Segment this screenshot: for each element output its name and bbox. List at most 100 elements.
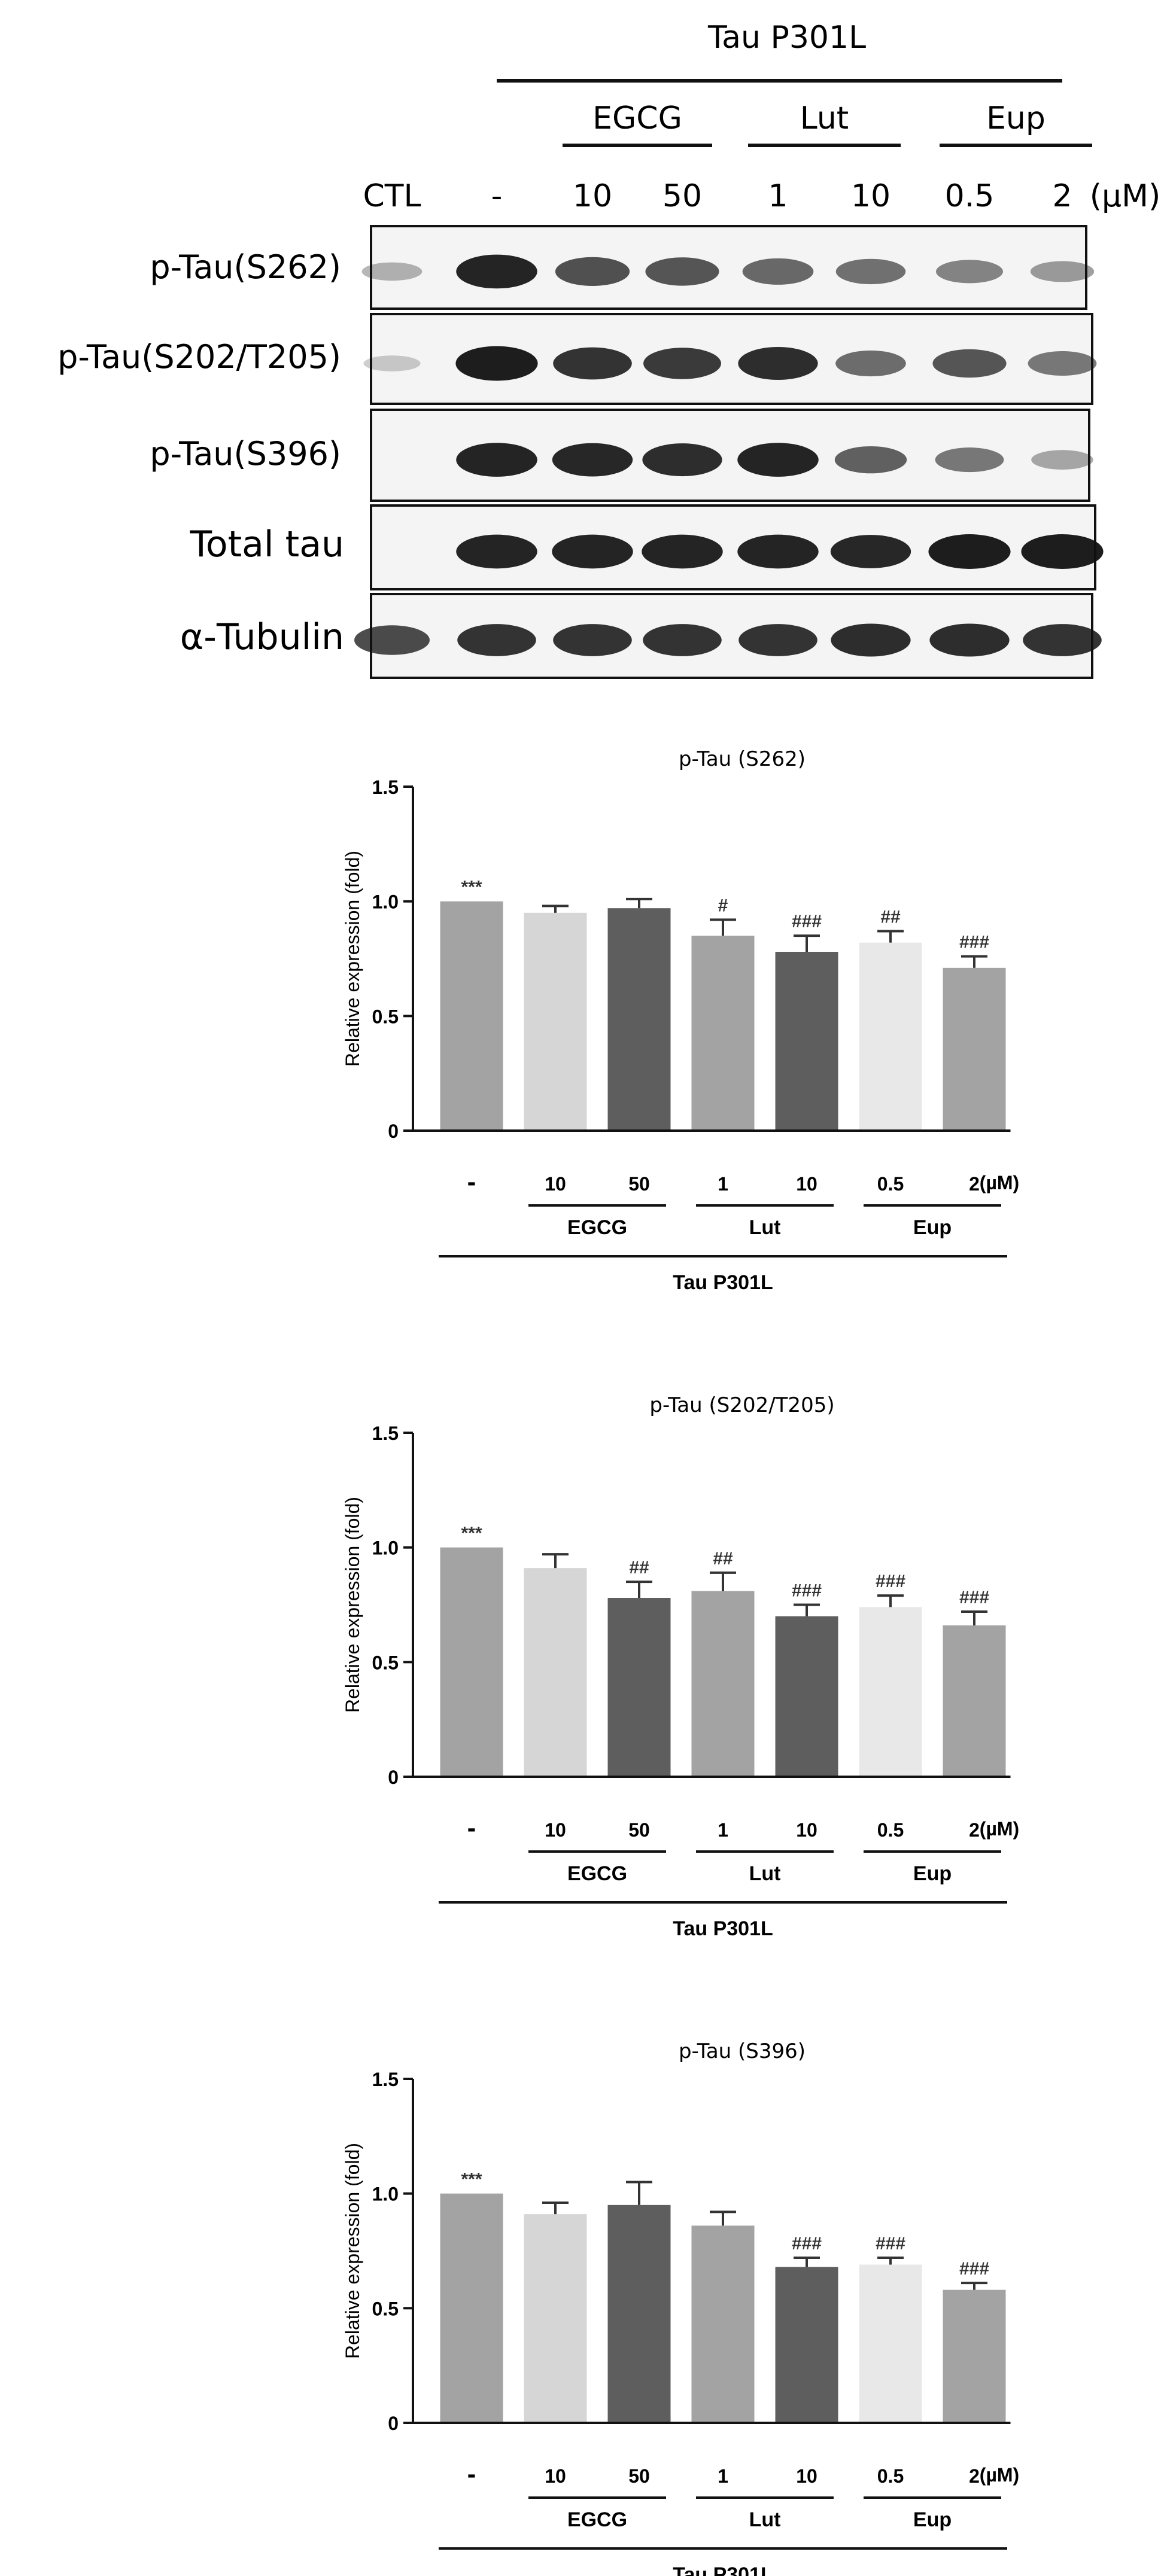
group-label: Lut bbox=[749, 2508, 781, 2531]
x-category-label: 10 bbox=[545, 1173, 566, 1195]
x-category-label: 50 bbox=[628, 1173, 650, 1195]
bar bbox=[607, 908, 671, 1131]
x-category-label: 10 bbox=[796, 2465, 817, 2487]
western-blot-panel: Tau P301L EGCG Lut Eup CTL - 10 50 1 10 0.5 2 (µM) p-… bbox=[57, 20, 1161, 679]
bar bbox=[524, 1568, 587, 1777]
blot-lane-label: 1 bbox=[768, 178, 788, 214]
bar bbox=[691, 2225, 755, 2423]
blot-band bbox=[555, 257, 630, 287]
blot-row-label: Total tau bbox=[189, 523, 344, 565]
significance-annotation: ### bbox=[959, 933, 989, 952]
blot-band bbox=[835, 258, 906, 285]
bar bbox=[775, 1616, 838, 1777]
blot-band bbox=[928, 534, 1011, 569]
significance-annotation: # bbox=[718, 896, 728, 915]
bar bbox=[607, 2204, 671, 2423]
blot-band bbox=[738, 347, 818, 380]
blot-band bbox=[642, 443, 722, 477]
x-unit-label: (µM) bbox=[980, 1818, 1019, 1840]
bar bbox=[440, 901, 503, 1131]
group-label: Eup bbox=[913, 1216, 952, 1239]
group-label: Eup bbox=[913, 1862, 952, 1885]
x-unit-label: (µM) bbox=[980, 2464, 1019, 2486]
y-axis-label: Relative expression (fold) bbox=[342, 851, 363, 1067]
blot-band bbox=[835, 350, 906, 377]
blot-lane-label: 50 bbox=[662, 178, 702, 214]
x-category-label: 50 bbox=[628, 2465, 650, 2487]
blot-band bbox=[1023, 624, 1102, 656]
y-tick-label: 1.5 bbox=[372, 1423, 399, 1444]
x-unit-label: (µM) bbox=[980, 1172, 1019, 1193]
bar bbox=[943, 1625, 1006, 1777]
y-tick-label: 1.0 bbox=[372, 2184, 399, 2205]
bar bbox=[775, 2267, 838, 2423]
significance-annotation: *** bbox=[461, 1524, 482, 1543]
x-category-label: 1 bbox=[718, 1173, 728, 1195]
significance-annotation: ## bbox=[713, 1549, 733, 1569]
blot-band bbox=[831, 623, 911, 657]
x-category-label: - bbox=[467, 2459, 476, 2489]
group-label: EGCG bbox=[567, 2508, 627, 2531]
blot-band bbox=[363, 355, 421, 372]
blot-lane-label: 10 bbox=[573, 178, 612, 214]
blot-unit-label: (µM) bbox=[1090, 178, 1161, 214]
bar bbox=[440, 1547, 503, 1777]
blot-row-label: p-Tau(S262) bbox=[150, 248, 341, 286]
blot-row-label: p-Tau(S396) bbox=[150, 435, 341, 473]
significance-annotation: ### bbox=[876, 1572, 905, 1591]
y-tick-label: 1.5 bbox=[372, 2069, 399, 2090]
bar bbox=[440, 2193, 503, 2423]
y-tick-label: 0 bbox=[388, 2413, 399, 2434]
blot-band bbox=[738, 624, 817, 656]
blot-band bbox=[553, 624, 632, 656]
y-tick-label: 1.0 bbox=[372, 891, 399, 913]
y-axis-label: Relative expression (fold) bbox=[342, 2143, 363, 2359]
blot-row-label: α-Tubulin bbox=[180, 616, 344, 658]
significance-annotation: ## bbox=[629, 1558, 649, 1578]
y-axis-label: Relative expression (fold) bbox=[342, 1497, 363, 1713]
blot-condition-label: Tau P301L bbox=[707, 20, 866, 56]
significance-annotation: ### bbox=[959, 2259, 989, 2279]
blot-band bbox=[361, 262, 423, 281]
bar bbox=[943, 967, 1006, 1131]
blot-band bbox=[552, 443, 633, 477]
x-category-label: 2 bbox=[969, 2465, 980, 2487]
y-tick-label: 0.5 bbox=[372, 1006, 399, 1027]
blot-band bbox=[1028, 351, 1097, 376]
chart-title: p-Tau (S262) bbox=[679, 747, 806, 771]
blot-band bbox=[935, 447, 1004, 473]
group-label: Lut bbox=[749, 1862, 781, 1885]
significance-annotation: ### bbox=[792, 912, 822, 931]
x-category-label: - bbox=[467, 1167, 476, 1196]
chart-title: p-Tau (S396) bbox=[679, 2039, 806, 2063]
blot-group-label: Lut bbox=[800, 101, 849, 136]
bar bbox=[607, 1598, 671, 1777]
bar bbox=[524, 912, 587, 1131]
significance-annotation: ### bbox=[792, 1581, 822, 1601]
x-category-label: 2 bbox=[969, 1173, 980, 1195]
bar bbox=[691, 1591, 755, 1777]
blot-band bbox=[456, 443, 537, 477]
significance-annotation: ### bbox=[792, 2234, 822, 2254]
y-tick-label: 0 bbox=[388, 1767, 399, 1788]
blot-band bbox=[643, 624, 722, 656]
significance-annotation: *** bbox=[461, 878, 482, 897]
blot-band bbox=[830, 535, 911, 568]
blot-band bbox=[834, 446, 907, 474]
blot-group-label: EGCG bbox=[592, 101, 682, 136]
blot-band bbox=[737, 534, 819, 569]
blot-band bbox=[455, 346, 538, 381]
y-tick-label: 0.5 bbox=[372, 1652, 399, 1673]
blot-band bbox=[742, 258, 814, 285]
x-category-label: 1 bbox=[718, 2465, 728, 2487]
blot-band bbox=[456, 534, 537, 569]
condition-label: Tau P301L bbox=[673, 2563, 773, 2576]
blot-band bbox=[932, 349, 1007, 378]
bar bbox=[943, 2289, 1006, 2423]
x-category-label: 10 bbox=[796, 1819, 817, 1841]
x-category-label: 2 bbox=[969, 1819, 980, 1841]
x-category-label: 0.5 bbox=[877, 2465, 904, 2487]
significance-annotation: ### bbox=[959, 1588, 989, 1607]
y-tick-label: 1.0 bbox=[372, 1537, 399, 1559]
blot-lane-label: 10 bbox=[851, 178, 890, 214]
